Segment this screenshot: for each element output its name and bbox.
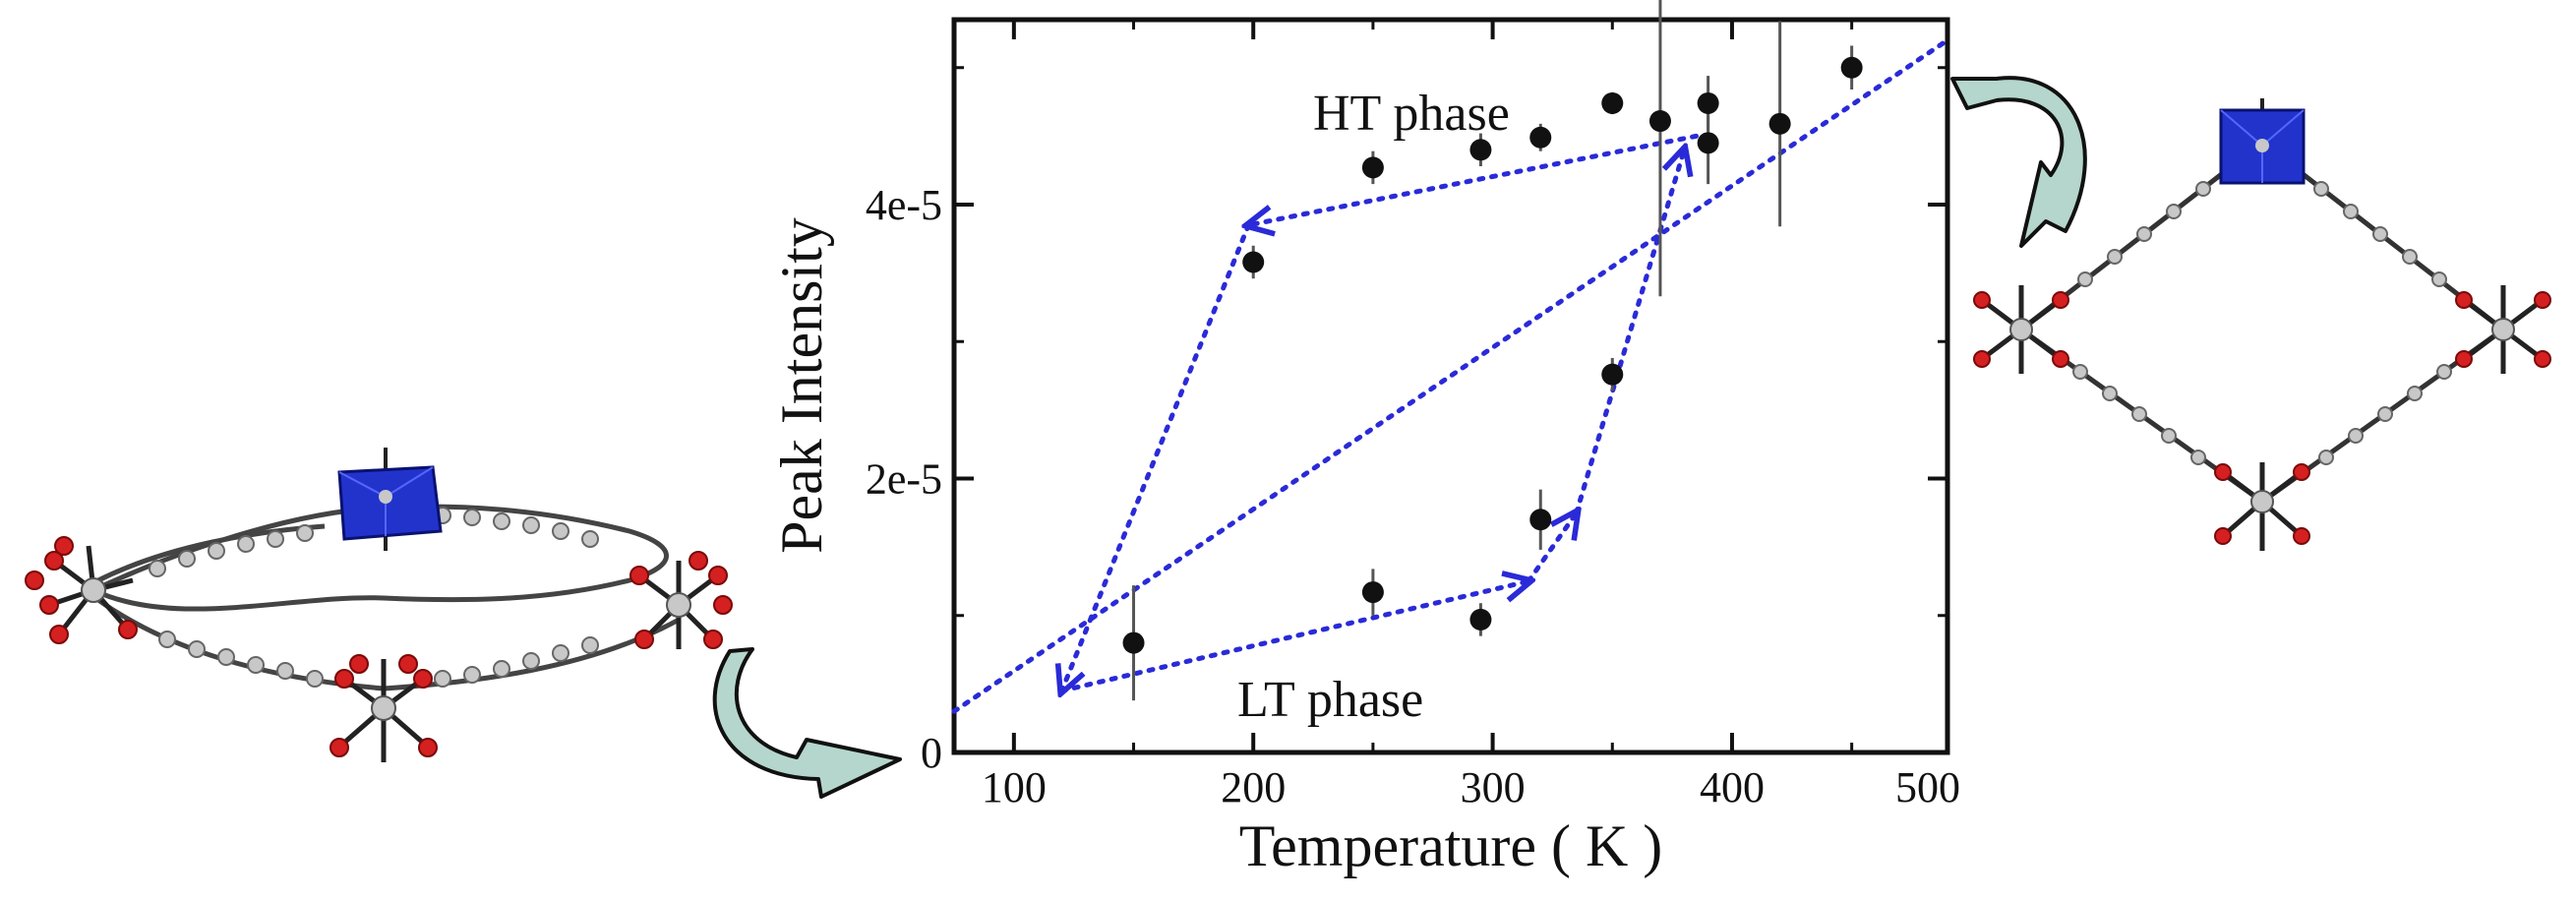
data-point bbox=[1697, 76, 1719, 131]
data-point bbox=[1601, 357, 1624, 391]
annotation-lt-phase: LT phase bbox=[1237, 672, 1423, 728]
point-marker bbox=[1469, 608, 1492, 631]
right-metal-right bbox=[2455, 285, 2551, 374]
point-marker bbox=[1601, 363, 1624, 386]
x-ticks: 100 200 300 400 500 bbox=[982, 20, 1960, 811]
x-tick-label: 300 bbox=[1461, 763, 1526, 811]
annotation-ht-phase: HT phase bbox=[1313, 86, 1510, 142]
data-point bbox=[1529, 489, 1552, 550]
blue-polyhedron-left bbox=[337, 448, 443, 551]
right-curved-arrow bbox=[1950, 76, 2087, 248]
guide-loop-segment bbox=[1059, 581, 1529, 693]
guide-loop-segment bbox=[1574, 150, 1685, 515]
data-point bbox=[1361, 569, 1384, 616]
guide-loop-segment bbox=[1248, 133, 1699, 225]
y-ticks: 0 2e-5 4e-5 bbox=[866, 66, 1947, 777]
y-tick-label: 0 bbox=[921, 729, 942, 777]
metal-center-left bbox=[25, 536, 138, 644]
blue-polyhedron-right bbox=[2219, 98, 2306, 185]
left-molecule-structure bbox=[25, 448, 733, 762]
y-tick-label: 2e-5 bbox=[866, 454, 942, 503]
point-marker bbox=[1697, 91, 1719, 114]
guide-baseline bbox=[951, 37, 1950, 714]
point-marker bbox=[1697, 132, 1719, 154]
point-marker bbox=[1529, 126, 1552, 149]
plot-frame bbox=[951, 17, 1950, 755]
y-tick-label: 4e-5 bbox=[866, 181, 942, 229]
data-point bbox=[1529, 123, 1552, 151]
data-point bbox=[1648, 0, 1671, 297]
data-point bbox=[1242, 245, 1265, 279]
point-marker bbox=[1361, 581, 1384, 604]
point-marker bbox=[1122, 631, 1145, 654]
point-marker bbox=[1469, 139, 1492, 161]
data-point bbox=[1469, 133, 1492, 166]
data-point bbox=[1361, 150, 1384, 185]
y-axis-title: Peak Intensity bbox=[769, 217, 834, 554]
point-marker bbox=[1840, 56, 1863, 79]
point-marker bbox=[1648, 110, 1671, 133]
data-point bbox=[1469, 603, 1492, 636]
data-point bbox=[1122, 585, 1145, 701]
left-curved-arrow bbox=[712, 647, 902, 799]
point-marker bbox=[1601, 91, 1624, 114]
x-tick-label: 100 bbox=[982, 763, 1047, 811]
right-metal-left bbox=[1973, 285, 2069, 374]
right-metal-bottom bbox=[2214, 462, 2310, 551]
x-axis-title: Temperature ( K ) bbox=[1239, 813, 1663, 878]
x-tick-label: 400 bbox=[1700, 763, 1765, 811]
guide-loop-segment bbox=[1526, 512, 1577, 584]
data-point bbox=[1768, 21, 1791, 227]
chart-area: 0 2e-5 4e-5 100 200 300 400 500 HT phase LT ph… bbox=[769, 0, 1960, 878]
data-point bbox=[1601, 91, 1624, 115]
right-molecule-structure bbox=[1973, 98, 2551, 551]
x-tick-label: 200 bbox=[1221, 763, 1286, 811]
hysteresis-guide bbox=[951, 37, 1950, 714]
data-point bbox=[1840, 45, 1863, 90]
metal-center-right bbox=[629, 551, 733, 649]
point-marker bbox=[1361, 156, 1384, 179]
point-marker bbox=[1768, 112, 1791, 135]
point-marker bbox=[1529, 509, 1552, 531]
data-points bbox=[1122, 0, 1863, 701]
point-marker bbox=[1242, 251, 1265, 273]
x-tick-label: 500 bbox=[1895, 763, 1960, 811]
metal-center-bottom bbox=[329, 654, 438, 762]
